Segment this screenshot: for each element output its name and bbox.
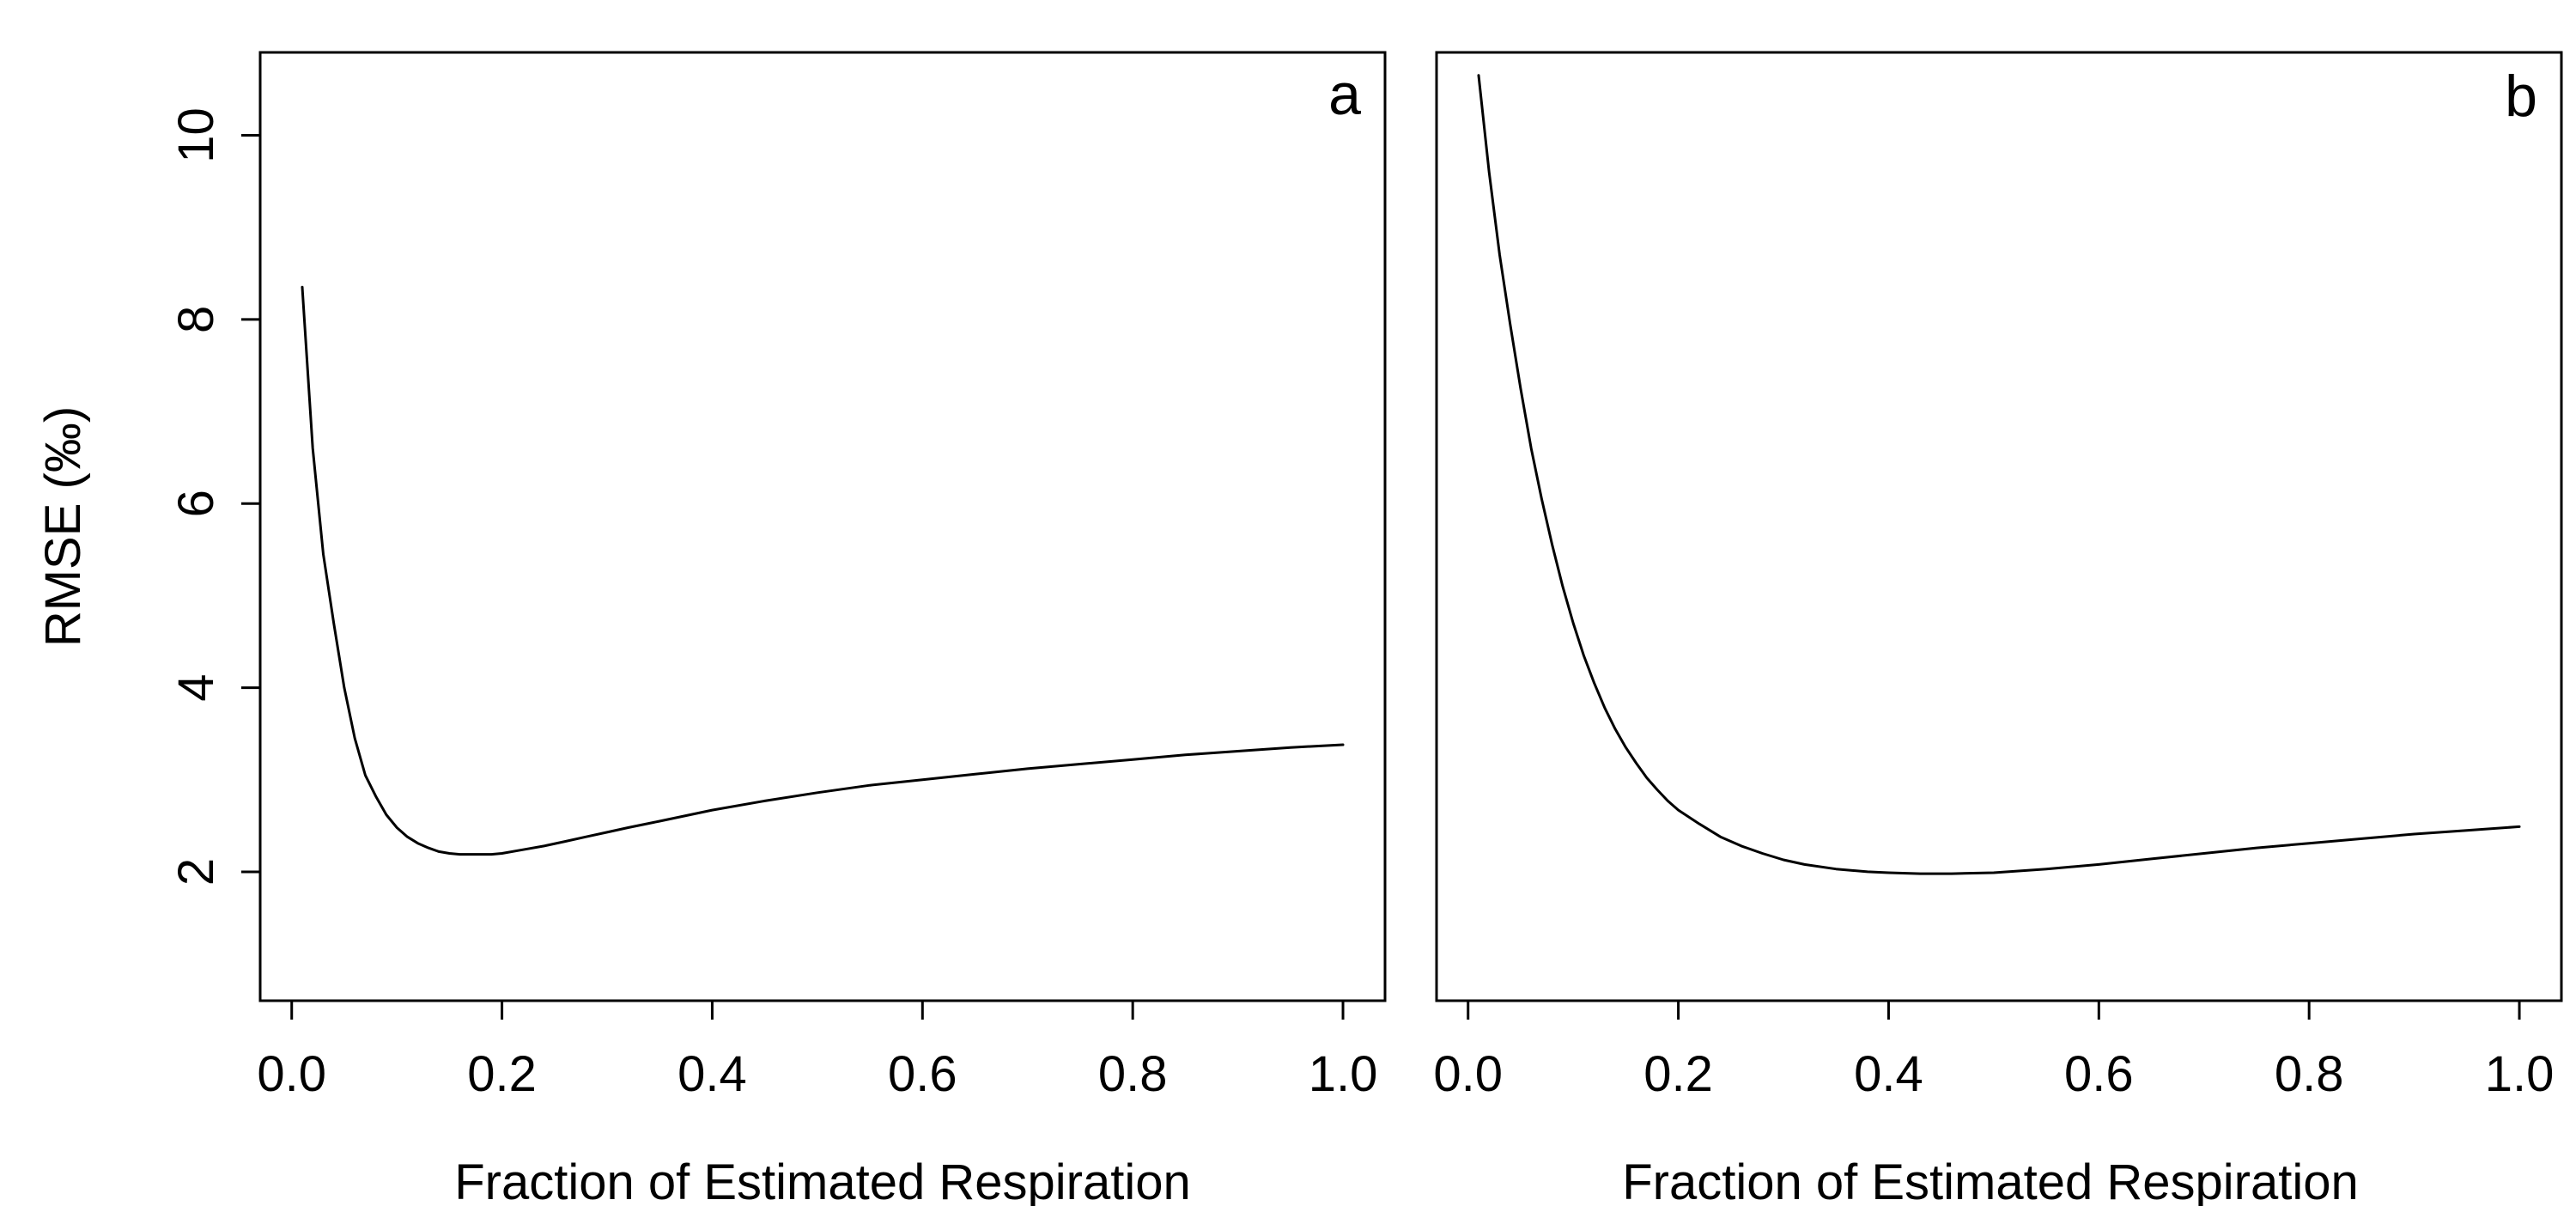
panel-b: 0.0 0.2 0.4 0.6 0.8 1.0 b Fraction of Estimat… (1433, 51, 2563, 1206)
panel-a-x-tick-label: 1.0 (1309, 1046, 1378, 1102)
panel-a-x-tick-label: 0.6 (888, 1046, 957, 1102)
panel-b-x-ticks (1467, 1001, 2521, 1020)
panel-a-label: a (1328, 62, 1361, 127)
panel-b-x-tick-label: 0.0 (1433, 1046, 1503, 1102)
panel-a-y-tick-labels: 2 4 6 8 10 (168, 107, 224, 886)
panel-b-x-tick-label: 0.2 (1643, 1046, 1713, 1102)
panel-b-plot-frame (1435, 51, 2563, 1002)
panel-b-x-tick-labels: 0.0 0.2 0.4 0.6 0.8 1.0 (1433, 1046, 2554, 1102)
panel-b-x-tick-label: 0.6 (2064, 1046, 2134, 1102)
panel-a-x-tick-label: 0.0 (257, 1046, 326, 1102)
panel-a-y-axis-title: RMSE (‰) (35, 406, 91, 647)
panel-a-y-tick-label: 2 (168, 858, 224, 886)
panel-a-rmse-line (301, 285, 1345, 856)
panel-b-x-tick-label: 0.4 (1854, 1046, 1923, 1102)
panel-a-x-tick-label: 0.8 (1098, 1046, 1168, 1102)
panel-a-x-tick-label: 0.2 (467, 1046, 537, 1102)
panel-a-y-tick-label: 4 (168, 673, 224, 701)
panel-b-rmse-line (1477, 74, 2521, 875)
panel-b-label: b (2505, 64, 2537, 129)
panel-b-x-tick-label: 1.0 (2485, 1046, 2555, 1102)
panel-a-y-ticks (241, 133, 260, 874)
panel-a: 0.0 0.2 0.4 0.6 0.8 1.0 2 4 6 8 10 a Fraction of … (35, 51, 1387, 1206)
panel-a-y-tick-label: 6 (168, 490, 224, 517)
panel-a-y-tick-label: 10 (168, 107, 224, 163)
panel-a-x-tick-labels: 0.0 0.2 0.4 0.6 0.8 1.0 (257, 1046, 1377, 1102)
panel-a-y-tick-label: 8 (168, 306, 224, 333)
panel-b-x-tick-label: 0.8 (2275, 1046, 2344, 1102)
panel-a-plot-frame (258, 51, 1387, 1002)
panel-a-x-tick-label: 0.4 (677, 1046, 747, 1102)
panel-b-x-axis-title: Fraction of Estimated Respiration (1622, 1154, 2358, 1206)
panel-a-x-axis-title: Fraction of Estimated Respiration (454, 1154, 1190, 1206)
panel-a-x-ticks (290, 1001, 1345, 1020)
